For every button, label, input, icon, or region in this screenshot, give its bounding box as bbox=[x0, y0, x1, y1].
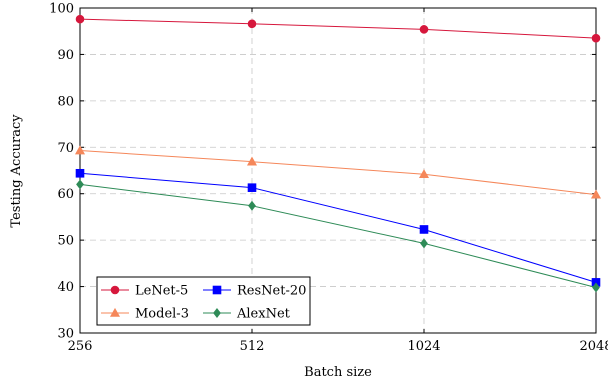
data-point-resnet-20 bbox=[247, 183, 257, 192]
legend: LeNet-5 ResNet-20 Model-3 AlexNet bbox=[96, 276, 311, 326]
legend-marker-resnet-20 bbox=[212, 285, 222, 295]
data-point-model-3 bbox=[590, 189, 602, 199]
data-point-model-3 bbox=[246, 156, 258, 166]
x-tick-label: 256 bbox=[68, 339, 93, 354]
x-tick-label: 512 bbox=[240, 339, 265, 354]
y-tick-label: 50 bbox=[57, 234, 74, 249]
data-point-lenet-5 bbox=[247, 19, 257, 29]
data-point-resnet-20 bbox=[419, 225, 429, 234]
data-point-resnet-20 bbox=[75, 168, 85, 178]
y-tick-label: 100 bbox=[49, 2, 74, 17]
legend-label-lenet-5: LeNet-5 bbox=[135, 284, 188, 299]
y-tick-label: 70 bbox=[57, 141, 74, 156]
data-point-alexnet bbox=[76, 179, 84, 190]
x-axis-label: Batch size bbox=[304, 365, 372, 380]
data-point-lenet-5 bbox=[591, 33, 601, 43]
legend-marker-alexnet bbox=[213, 308, 221, 318]
series-line-resnet-20 bbox=[79, 172, 597, 283]
series-group bbox=[74, 14, 602, 293]
series-line-model-3 bbox=[79, 150, 597, 196]
legend-label-model-3: Model-3 bbox=[135, 307, 189, 322]
data-point-model-3 bbox=[74, 145, 86, 155]
series-line-lenet-5 bbox=[79, 18, 597, 39]
data-point-model-3 bbox=[418, 169, 430, 179]
series-line-alexnet bbox=[79, 183, 597, 288]
data-point-lenet-5 bbox=[419, 25, 429, 34]
ticks: 30 40 50 60 70 80 90 100 256 512 1024 2048 bbox=[49, 2, 608, 355]
legend-marker-model-3 bbox=[109, 307, 121, 317]
x-tick-label: 2048 bbox=[579, 339, 608, 354]
legend-label-alexnet: AlexNet bbox=[236, 307, 291, 322]
y-tick-label: 60 bbox=[57, 187, 74, 202]
x-tick-label: 1024 bbox=[407, 339, 440, 354]
legend-marker-lenet-5 bbox=[110, 285, 120, 295]
data-point-alexnet bbox=[592, 282, 600, 293]
legend-label-resnet-20: ResNet-20 bbox=[237, 284, 306, 299]
data-point-alexnet bbox=[420, 238, 428, 249]
y-tick-label: 80 bbox=[57, 94, 74, 109]
y-axis-label: Testing Accuracy bbox=[9, 114, 24, 228]
legend-box bbox=[96, 276, 311, 326]
data-point-alexnet bbox=[248, 200, 256, 211]
y-tick-label: 40 bbox=[57, 280, 74, 295]
data-point-lenet-5 bbox=[75, 14, 85, 24]
y-tick-label: 30 bbox=[57, 327, 74, 342]
y-tick-label: 90 bbox=[57, 48, 74, 63]
